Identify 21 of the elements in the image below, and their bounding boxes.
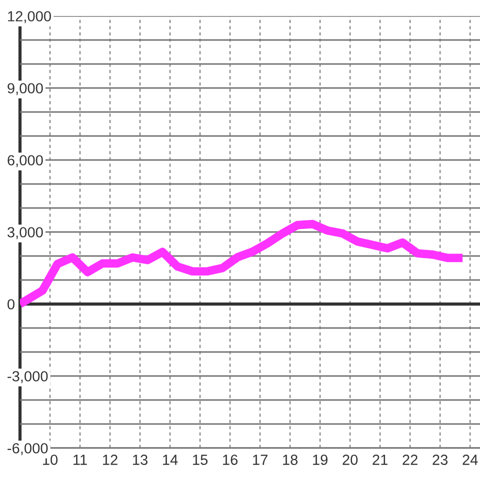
y-tick-label: -6,000 [8,443,48,456]
x-tick-label: 16 [223,454,238,465]
x-tick-label: 15 [193,454,208,465]
x-tick-label: 20 [342,454,358,465]
y-tick-label: 12,000 [8,11,51,24]
x-tick-label: 14 [163,454,178,465]
y-tick-label: 0 [8,299,14,310]
x-tick-label: 17 [253,454,268,465]
x-tick-label: 22 [402,454,418,465]
x-tick-label: 18 [283,454,298,465]
y-tick-label: 9,000 [8,83,43,96]
y-tick-label: 6,000 [8,155,43,168]
y-tick-label: -3,000 [8,371,48,384]
x-tick-label: 23 [432,454,448,465]
x-tick-label: 19 [313,454,328,465]
x-tick-label: 24 [462,454,478,465]
y-tick-label: 3,000 [8,227,43,240]
x-tick-label: 11 [74,454,87,465]
x-tick-label: 13 [133,454,148,465]
x-tick-label: 21 [372,454,388,465]
x-tick-label: 12 [103,454,118,465]
